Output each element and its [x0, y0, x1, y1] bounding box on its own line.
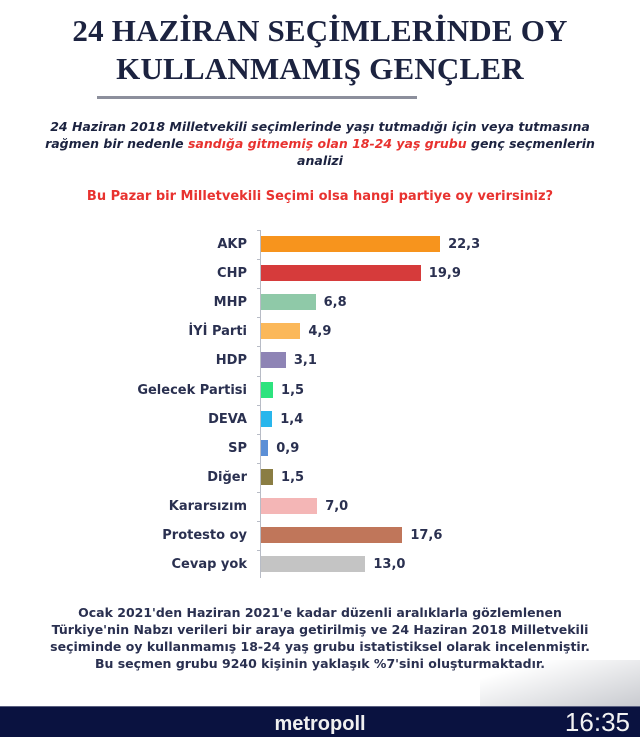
category-label: Kararsızım — [168, 498, 247, 514]
value-label: 4,9 — [308, 324, 332, 340]
category-label: MHP — [213, 295, 247, 311]
category-label: Protesto oy — [162, 528, 247, 543]
chart-row: Diğer 1,5 — [0, 463, 640, 492]
category-label: Diğer — [207, 469, 247, 485]
footnote-line-2: Türkiye'nin Nabzı verileri bir araya get… — [51, 622, 589, 637]
value-label: 3,1 — [293, 353, 317, 369]
chart-axis — [260, 230, 261, 578]
value-label: 7,0 — [325, 498, 349, 514]
value-label: 1,4 — [280, 411, 304, 427]
chart-row: MHP 6,8 — [0, 288, 640, 317]
chart-row: Protesto oy 17,6 — [0, 521, 640, 550]
bar — [261, 439, 269, 456]
chart-row: SP 0,9 — [0, 434, 640, 463]
axis-tick — [257, 404, 260, 406]
value-label: 17,6 — [410, 528, 443, 543]
category-label: Cevap yok — [171, 557, 248, 573]
bar — [261, 381, 274, 398]
category-label: SP — [228, 440, 247, 456]
tv-ticker-bar: metropoll 16:35 — [0, 706, 640, 737]
bar — [261, 265, 421, 282]
axis-tick — [257, 521, 260, 522]
axis-tick — [257, 491, 260, 493]
axis-tick — [257, 346, 260, 348]
bar — [261, 323, 301, 340]
axis-tick — [257, 259, 260, 261]
chart-row: Cevap yok 13,0 — [0, 550, 640, 579]
bar — [261, 236, 441, 252]
bar — [261, 556, 366, 573]
bar — [261, 294, 316, 311]
value-label: 22,3 — [448, 237, 481, 252]
chart-row: DEVA 1,4 — [0, 405, 640, 434]
chart-row: AKP 22,3 — [0, 230, 640, 259]
axis-tick — [257, 317, 260, 319]
axis-tick — [257, 433, 260, 435]
axis-tick — [257, 375, 260, 377]
category-label: DEVA — [208, 411, 247, 427]
axis-tick — [257, 230, 260, 231]
brand-logo-text: metropoll — [274, 713, 366, 735]
value-label: 13,0 — [373, 557, 406, 573]
glare-shade — [480, 660, 640, 706]
subtitle: 24 Haziran 2018 Milletvekili seçimlerind… — [40, 118, 600, 169]
category-label: HDP — [215, 353, 247, 369]
category-label: Gelecek Partisi — [137, 382, 247, 398]
subtitle-part-1: 24 Haziran 2018 Milletvekili seçimlerind… — [45, 119, 590, 151]
value-label: 6,8 — [323, 295, 347, 311]
value-label: 0,9 — [276, 440, 300, 456]
value-label: 1,5 — [281, 469, 305, 485]
axis-tick — [257, 550, 260, 552]
category-label: AKP — [217, 237, 247, 252]
axis-tick — [257, 462, 260, 464]
category-label: İYİ Parti — [188, 324, 247, 340]
clock: 16:35 — [564, 707, 630, 737]
bar — [261, 410, 273, 427]
subtitle-highlight: sandığa gitmemiş olan 18-24 yaş grubu — [187, 136, 467, 151]
chart-row: HDP 3,1 — [0, 346, 640, 375]
subtitle-part-2: genç seçmenlerin analizi — [297, 136, 595, 168]
bar — [261, 352, 286, 369]
bar — [261, 497, 318, 514]
footnote-line-3: seçiminde oy kullanmamış 18-24 yaş grubu… — [50, 639, 590, 654]
chart-row: Kararsızım 7,0 — [0, 492, 640, 521]
title-underline — [97, 96, 417, 99]
footnote-line-4: Bu seçmen grubu 9240 kişinin yaklaşık %7… — [94, 656, 546, 671]
value-label: 1,5 — [281, 382, 305, 398]
chart-row: Gelecek Partisi 1,5 — [0, 376, 640, 405]
value-label: 19,9 — [428, 266, 461, 282]
axis-tick — [257, 288, 260, 290]
bar — [261, 527, 403, 543]
chart-row: İYİ Parti 4,9 — [0, 317, 640, 346]
bar — [261, 468, 274, 485]
footnote: Ocak 2021'den Haziran 2021'e kadar düzen… — [30, 604, 610, 672]
category-label: CHP — [217, 266, 247, 282]
title-line-1: 24 HAZİRAN SEÇİMLERİNDE OY — [72, 13, 568, 48]
chart-row: CHP 19,9 — [0, 259, 640, 288]
survey-question: Bu Pazar bir Milletvekili Seçimi olsa ha… — [86, 189, 554, 204]
footnote-line-1: Ocak 2021'den Haziran 2021'e kadar düzen… — [78, 605, 562, 620]
page-title: 24 HAZİRAN SEÇİMLERİNDE OY KULLANMAMIŞ G… — [0, 12, 640, 88]
title-line-2: KULLANMAMIŞ GENÇLER — [116, 51, 524, 86]
